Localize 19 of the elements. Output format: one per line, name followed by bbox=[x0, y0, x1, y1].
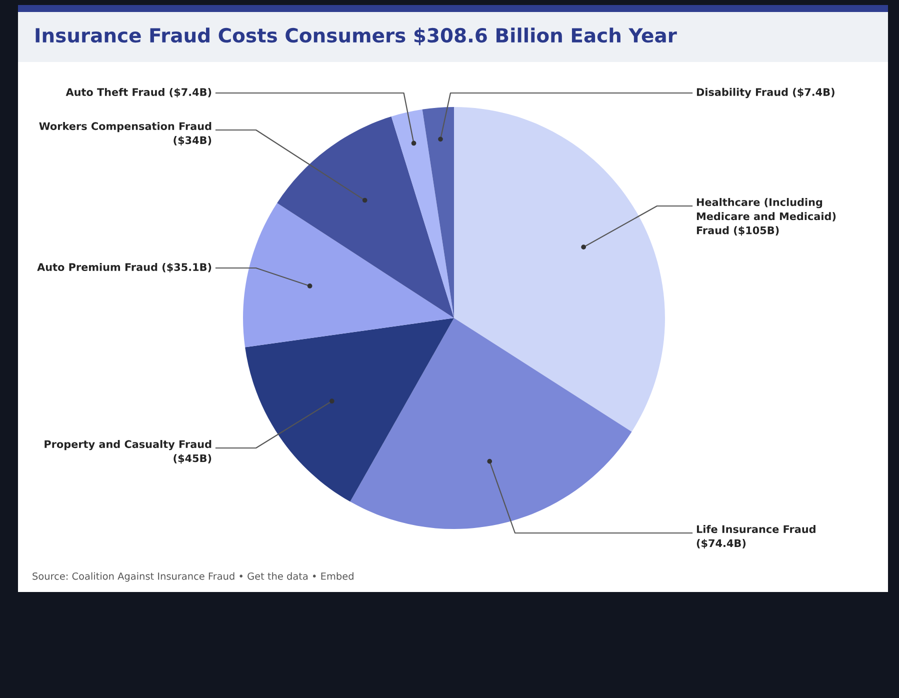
slice-label: Disability Fraud ($7.4B) bbox=[696, 88, 834, 98]
slice-label: Workers Compensation Fraud bbox=[39, 122, 212, 132]
pie-slice bbox=[245, 318, 454, 502]
slice-label: Life Insurance Fraud bbox=[696, 525, 816, 534]
pie-slice bbox=[422, 107, 454, 318]
data-label: ($34B) bbox=[174, 136, 212, 146]
slice-label: Auto Premium Fraud ($35.1B) bbox=[37, 262, 212, 272]
pie-slice bbox=[243, 203, 454, 348]
slice-label: Healthcare (Including Medicare and Medicaid) Fraud ($105B) bbox=[696, 198, 836, 236]
slice-label: Auto Theft Fraud ($7.4B) bbox=[66, 88, 212, 98]
pie-slice bbox=[454, 107, 665, 432]
data-label: ($45B) bbox=[174, 454, 212, 464]
source-note: Source: Coalition Against Insurance Fraud • Get the data • Embed bbox=[32, 572, 354, 582]
pie-slice bbox=[391, 109, 454, 318]
pie-slice bbox=[277, 116, 454, 318]
chart-title: Insurance Fraud Costs Consumers $308.6 Billion Each Year bbox=[36, 28, 677, 46]
slice-label: Property and Casualty Fraud bbox=[44, 440, 212, 450]
pie-slice bbox=[350, 318, 632, 529]
data-label: ($74.4B) bbox=[696, 539, 746, 548]
